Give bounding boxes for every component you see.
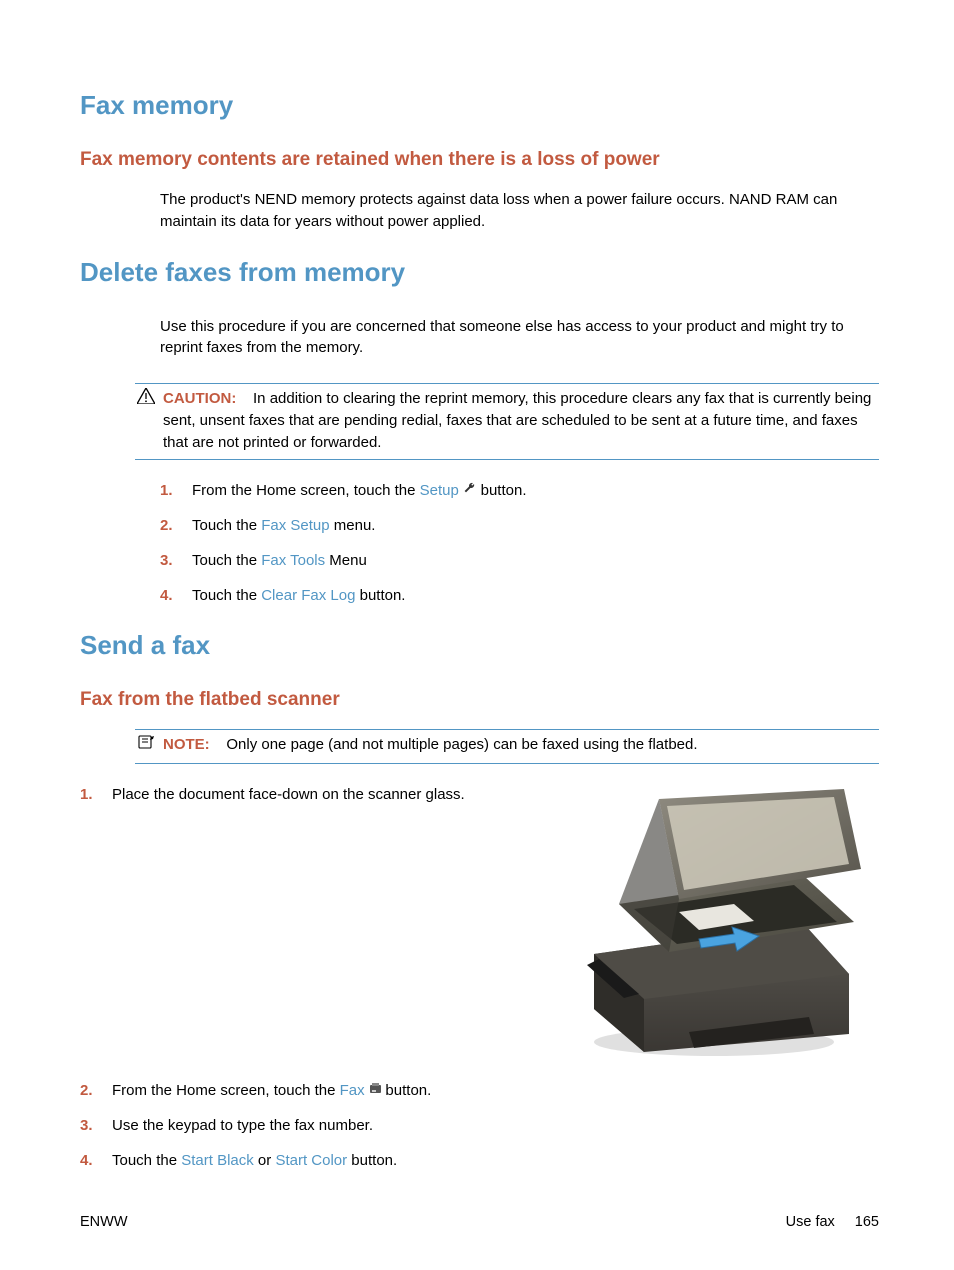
- warning-icon: [135, 388, 157, 453]
- step-2: 2. Touch the Fax Setup menu.: [160, 515, 879, 536]
- caution-text: CAUTION: In addition to clearing the rep…: [163, 388, 879, 453]
- note-label: NOTE:: [163, 736, 210, 753]
- heading-delete-faxes: Delete faxes from memory: [80, 257, 879, 288]
- send-step-1: 1. Place the document face-down on the s…: [80, 784, 519, 805]
- step-1: 1. From the Home screen, touch the Setup…: [160, 480, 879, 501]
- note-text: NOTE: Only one page (and not multiple pa…: [163, 734, 698, 757]
- body-delete-faxes: Use this procedure if you are concerned …: [160, 316, 879, 360]
- caution-body: [241, 390, 254, 407]
- send-step-4: 4. Touch the Start Black or Start Color …: [80, 1150, 879, 1171]
- step-3: 3. Touch the Fax Tools Menu: [160, 550, 879, 571]
- steps-send-fax-bottom: 2. From the Home screen, touch the Fax b…: [80, 1080, 879, 1171]
- link-start-black: Start Black: [181, 1152, 254, 1169]
- body-fax-memory: The product's NEND memory protects again…: [160, 189, 879, 233]
- steps-send-fax-top: 1. Place the document face-down on the s…: [80, 784, 519, 805]
- note-icon: [135, 734, 157, 757]
- link-fax: Fax: [340, 1082, 365, 1099]
- link-clear-fax-log: Clear Fax Log: [261, 587, 355, 604]
- steps-delete-faxes: 1. From the Home screen, touch the Setup…: [160, 480, 879, 606]
- footer-section: Use fax: [786, 1214, 835, 1230]
- send-step-3-text: Use the keypad to type the fax number.: [112, 1115, 373, 1136]
- page-footer: ENWW Use fax 165: [80, 1214, 879, 1230]
- link-setup: Setup: [420, 482, 459, 499]
- scanner-illustration: [549, 784, 879, 1064]
- heading-fax-memory: Fax memory: [80, 90, 879, 121]
- link-fax-setup: Fax Setup: [261, 517, 329, 534]
- wrench-icon: [463, 483, 481, 498]
- subheading-fax-memory: Fax memory contents are retained when th…: [80, 149, 879, 171]
- subheading-flatbed: Fax from the flatbed scanner: [80, 689, 879, 711]
- caution-label: CAUTION:: [163, 390, 236, 407]
- link-fax-tools: Fax Tools: [261, 552, 325, 569]
- send-step-1-text: Place the document face-down on the scan…: [112, 784, 465, 805]
- footer-page-number: 165: [855, 1214, 879, 1230]
- fax-icon: [369, 1083, 386, 1098]
- send-step-2: 2. From the Home screen, touch the Fax b…: [80, 1080, 879, 1101]
- link-start-color: Start Color: [275, 1152, 347, 1169]
- heading-send-fax: Send a fax: [80, 630, 879, 661]
- footer-left: ENWW: [80, 1214, 128, 1230]
- send-step-3: 3. Use the keypad to type the fax number…: [80, 1115, 879, 1136]
- caution-callout: CAUTION: In addition to clearing the rep…: [135, 383, 879, 460]
- note-callout: NOTE: Only one page (and not multiple pa…: [135, 729, 879, 764]
- step-4: 4. Touch the Clear Fax Log button.: [160, 585, 879, 606]
